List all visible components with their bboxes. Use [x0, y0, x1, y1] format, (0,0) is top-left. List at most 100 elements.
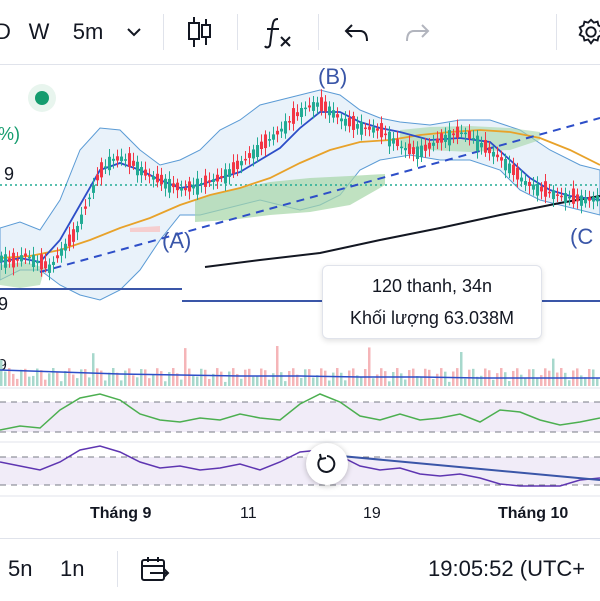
- volume-bar: [436, 373, 439, 386]
- volume-bar: [444, 371, 447, 386]
- candle-body: [420, 145, 423, 157]
- ichimoku-cloud: [195, 174, 385, 222]
- volume-bar: [16, 378, 19, 386]
- candle-body: [288, 121, 291, 123]
- trend-line-dashed: [39, 117, 600, 273]
- volume-bar: [64, 371, 67, 386]
- volume-bar: [388, 381, 391, 386]
- period-day-button[interactable]: D: [0, 19, 11, 44]
- candle-body: [456, 126, 459, 138]
- clock-time[interactable]: 19:05:52 (UTC+: [428, 556, 586, 581]
- candle-body: [488, 147, 491, 154]
- ma-orange-line: [0, 129, 600, 259]
- candle-body: [544, 181, 547, 197]
- volume-bar: [428, 369, 431, 386]
- candle-body: [520, 177, 523, 182]
- candle-body: [8, 258, 11, 263]
- volume-bar: [60, 381, 63, 386]
- candle-body: [388, 131, 391, 147]
- volume-bar: [544, 368, 547, 386]
- volume-bar: [248, 368, 251, 386]
- volume-bar: [32, 375, 35, 386]
- volume-bar: [76, 378, 79, 386]
- candle-body: [188, 181, 191, 192]
- volume-bar: [256, 375, 259, 386]
- candle-body: [244, 158, 247, 161]
- volume-bar: [12, 373, 15, 386]
- period-week-button[interactable]: W: [28, 19, 50, 44]
- volume-bar: [524, 377, 527, 386]
- volume-bar: [152, 374, 155, 386]
- x-axis-label-11: 11: [240, 505, 257, 522]
- volume-bar: [552, 358, 555, 386]
- candle-body: [556, 194, 559, 196]
- candle-body: [432, 142, 435, 146]
- candle-body: [568, 196, 571, 199]
- candle-body: [60, 248, 63, 256]
- candle-body: [264, 134, 267, 149]
- range-1d-button[interactable]: 1n: [60, 556, 85, 581]
- candle-body: [532, 184, 535, 190]
- candle-body: [452, 133, 455, 136]
- volume-bar: [252, 376, 255, 386]
- volume-bar: [320, 368, 323, 386]
- volume-bar: [564, 372, 567, 386]
- candlestick-icon[interactable]: [182, 14, 218, 50]
- fx-icon[interactable]: [258, 14, 298, 50]
- candle-body: [64, 243, 67, 251]
- x-axis-label-oct: Tháng 10: [498, 505, 569, 522]
- volume-bar: [492, 379, 495, 386]
- candle-body: [204, 175, 207, 187]
- volume-bar: [156, 368, 159, 386]
- interval-button[interactable]: 5m: [72, 19, 104, 44]
- tooltip-bars: 120 thanh, 34n: [371, 276, 493, 296]
- volume-bar: [296, 374, 299, 386]
- candle-body: [292, 108, 295, 124]
- candle-body: [16, 259, 19, 261]
- volume-bar: [208, 378, 211, 386]
- volume-bar: [316, 375, 319, 386]
- volume-bar: [520, 374, 523, 386]
- candle-body: [580, 195, 583, 206]
- volume-bar: [404, 379, 407, 386]
- range-5d-button[interactable]: 5n: [8, 556, 33, 581]
- volume-bar: [356, 375, 359, 386]
- undo-icon[interactable]: [338, 14, 374, 50]
- volume-bar: [204, 369, 207, 386]
- gear-icon[interactable]: [576, 14, 600, 50]
- candle-body: [228, 169, 231, 177]
- candle-body: [144, 169, 147, 176]
- candle-body: [24, 253, 27, 257]
- toolbar-divider: [556, 14, 557, 50]
- volume-bar: [84, 369, 87, 386]
- candle-body: [160, 174, 163, 185]
- candle-body: [80, 214, 83, 224]
- volume-bar: [596, 378, 599, 386]
- volume-bar: [384, 371, 387, 386]
- volume-bar: [128, 368, 131, 386]
- volume-bar: [164, 381, 167, 386]
- candle-body: [508, 163, 511, 174]
- candle-body: [260, 141, 263, 149]
- candle-body: [168, 178, 171, 193]
- wave-label-c: (C: [570, 224, 593, 249]
- candle-body: [120, 156, 123, 162]
- candle-body: [164, 178, 167, 189]
- reset-chart-button[interactable]: [306, 443, 348, 485]
- price-chart[interactable]: (B) (A) (C %) 9 9 9: [0, 65, 600, 535]
- candle-body: [412, 147, 415, 155]
- volume-bar: [476, 376, 479, 386]
- chevron-down-icon[interactable]: [122, 14, 146, 50]
- volume-bar: [160, 371, 163, 386]
- candle-body: [116, 156, 119, 161]
- volume-bar: [312, 377, 315, 386]
- candle-body: [564, 193, 567, 203]
- volume-bar: [284, 381, 287, 386]
- goto-date-icon[interactable]: [140, 551, 170, 587]
- volume-bar: [432, 379, 435, 386]
- candle-body: [252, 149, 255, 159]
- volume-bar: [584, 377, 587, 386]
- candle-body: [332, 110, 335, 118]
- redo-icon[interactable]: [400, 14, 436, 50]
- volume-bar: [72, 374, 75, 386]
